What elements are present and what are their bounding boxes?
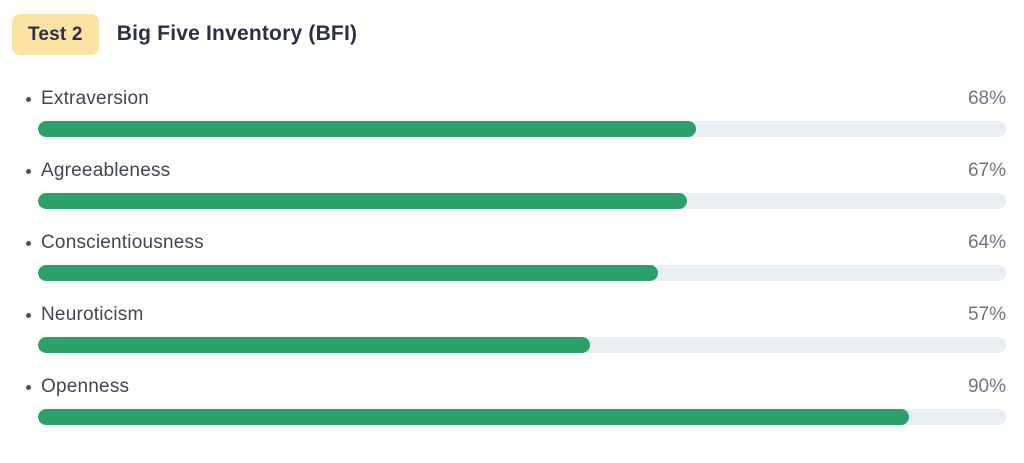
- panel-header: Test 2 Big Five Inventory (BFI): [0, 0, 1024, 55]
- progress-bar-fill: [38, 193, 687, 209]
- trait-row-agreeableness: Agreeableness 67%: [26, 158, 1006, 209]
- trait-row-conscientiousness: Conscientiousness 64%: [26, 230, 1006, 281]
- trait-percent: 67%: [967, 160, 1006, 181]
- trait-label: Openness: [41, 376, 130, 397]
- trait-label: Neuroticism: [41, 304, 144, 325]
- progress-bar-fill: [38, 265, 658, 281]
- trait-percent: 57%: [967, 304, 1006, 325]
- trait-row-openness: Openness 90%: [26, 374, 1006, 425]
- trait-label: Conscientiousness: [41, 232, 204, 253]
- bullet-icon: [26, 312, 31, 318]
- trait-percent: 64%: [967, 232, 1006, 253]
- bullet-icon: [26, 96, 31, 102]
- progress-bar-fill: [38, 337, 590, 353]
- trait-row-neuroticism: Neuroticism 57%: [26, 302, 1006, 353]
- progress-bar-track: [38, 409, 1006, 425]
- bullet-icon: [26, 168, 31, 174]
- trait-label: Extraversion: [41, 88, 149, 109]
- progress-bar-track: [38, 265, 1006, 281]
- progress-bar-track: [38, 121, 1006, 137]
- progress-bar-track: [38, 337, 1006, 353]
- progress-bar-fill: [38, 409, 910, 425]
- bullet-icon: [26, 240, 31, 246]
- page-title: Big Five Inventory (BFI): [116, 22, 358, 45]
- bullet-icon: [26, 384, 31, 390]
- trait-label: Agreeableness: [41, 160, 171, 181]
- trait-list: Extraversion 68% Agreeableness 67%: [0, 86, 1024, 425]
- progress-bar-fill: [38, 121, 697, 137]
- trait-percent: 68%: [967, 88, 1006, 109]
- progress-bar-track: [38, 193, 1006, 209]
- trait-row-extraversion: Extraversion 68%: [26, 86, 1006, 137]
- trait-percent: 90%: [967, 376, 1006, 397]
- test-number-badge: Test 2: [12, 13, 99, 55]
